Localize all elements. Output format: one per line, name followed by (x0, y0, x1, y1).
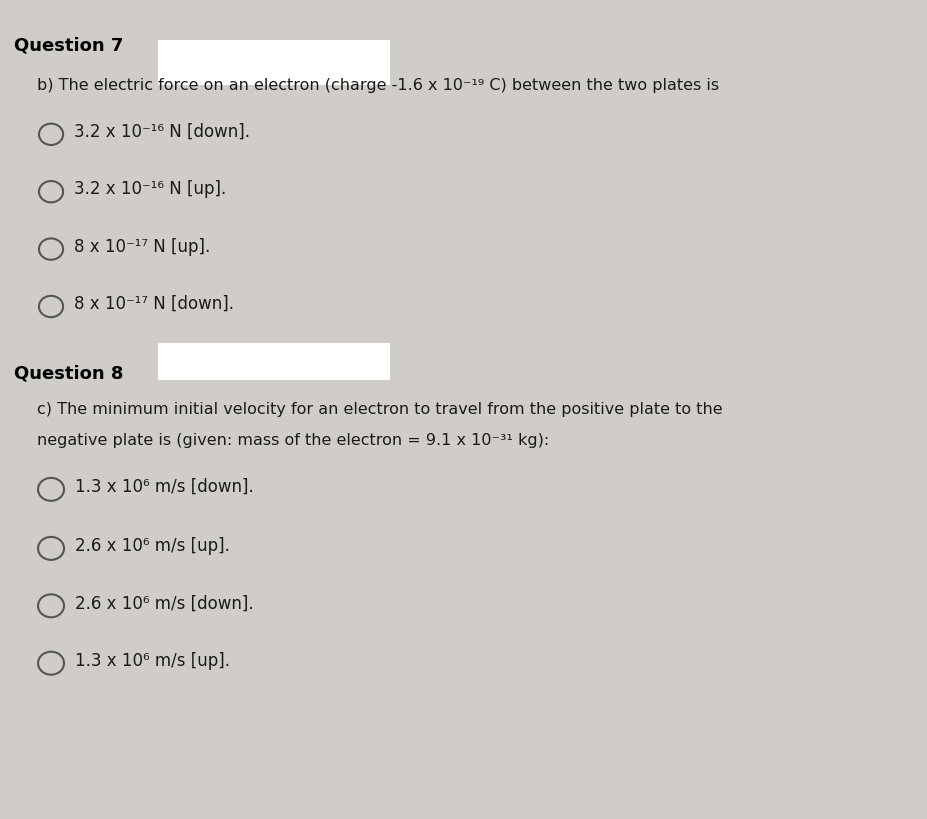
FancyBboxPatch shape (158, 344, 389, 381)
Text: 1.3 x 10⁶ m/s [down].: 1.3 x 10⁶ m/s [down]. (75, 477, 254, 495)
Text: Question 7: Question 7 (14, 37, 123, 55)
Text: 2.6 x 10⁶ m/s [down].: 2.6 x 10⁶ m/s [down]. (75, 594, 253, 612)
Text: 8 x 10⁻¹⁷ N [up].: 8 x 10⁻¹⁷ N [up]. (74, 238, 210, 256)
Text: c) The minimum initial velocity for an electron to travel from the positive plat: c) The minimum initial velocity for an e… (37, 401, 722, 416)
Text: negative plate is (given: mass of the electron = 9.1 x 10⁻³¹ kg):: negative plate is (given: mass of the el… (37, 432, 549, 447)
Text: 3.2 x 10⁻¹⁶ N [up].: 3.2 x 10⁻¹⁶ N [up]. (74, 180, 226, 198)
FancyBboxPatch shape (158, 41, 389, 86)
Text: b) The electric force on an electron (charge -1.6 x 10⁻¹⁹ C) between the two pla: b) The electric force on an electron (ch… (37, 78, 718, 93)
Text: Question 8: Question 8 (14, 364, 123, 382)
Text: 8 x 10⁻¹⁷ N [down].: 8 x 10⁻¹⁷ N [down]. (74, 295, 234, 313)
Text: 3.2 x 10⁻¹⁶ N [down].: 3.2 x 10⁻¹⁶ N [down]. (74, 123, 250, 141)
Text: 1.3 x 10⁶ m/s [up].: 1.3 x 10⁶ m/s [up]. (75, 651, 230, 669)
Text: 2.6 x 10⁶ m/s [up].: 2.6 x 10⁶ m/s [up]. (75, 536, 230, 554)
